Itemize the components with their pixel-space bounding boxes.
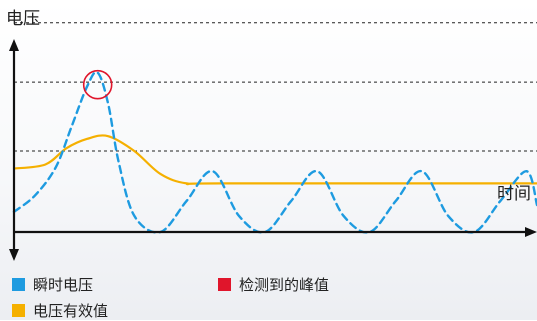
legend-label-instantaneous: 瞬时电压 bbox=[33, 276, 94, 294]
legend-item-detected-peak: 检测到的峰值 bbox=[218, 274, 329, 295]
peak-marker-circle bbox=[82, 69, 113, 100]
series-layer bbox=[12, 70, 537, 234]
y-axis-arrow-down bbox=[9, 249, 19, 261]
x-axis-label: 时间 bbox=[497, 184, 531, 204]
legend-item-effective-voltage: 电压有效值 bbox=[12, 300, 108, 321]
legend-label-peak: 检测到的峰值 bbox=[239, 276, 330, 294]
legend-item-instantaneous-voltage: 瞬时电压 bbox=[12, 274, 93, 295]
x-axis-arrow bbox=[525, 227, 537, 237]
legend-swatch-instantaneous bbox=[12, 278, 25, 291]
reference-lines bbox=[14, 22, 537, 152]
series-line-instantaneous-voltage bbox=[12, 70, 537, 234]
legend-label-effective: 电压有效值 bbox=[33, 302, 109, 320]
legend-swatch-effective bbox=[12, 304, 25, 317]
series-line-effective-voltage bbox=[12, 134, 537, 186]
y-axis-arrow-up bbox=[9, 39, 19, 51]
axes bbox=[9, 39, 537, 261]
legend-swatch-peak bbox=[218, 278, 231, 291]
y-axis-label: 电压 bbox=[6, 9, 40, 29]
